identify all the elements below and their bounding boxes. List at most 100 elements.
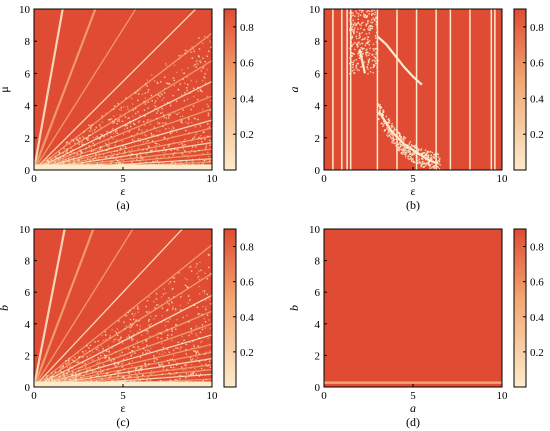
speckle-c <box>166 328 168 331</box>
speckle-c <box>192 374 194 376</box>
speckle-a <box>123 128 126 130</box>
speckle-c <box>165 292 167 294</box>
speckle-b <box>432 160 434 162</box>
speckle-a <box>151 134 153 136</box>
speckle-b <box>359 9 361 12</box>
speckle-a <box>133 139 135 142</box>
speckle-c <box>67 379 70 381</box>
speckle-c <box>118 339 120 341</box>
speckle-c <box>176 318 178 321</box>
x-tick-label-a: 0 <box>31 173 37 185</box>
speckle-a <box>157 82 159 85</box>
speckle-c <box>136 305 139 308</box>
speckle-c <box>133 307 136 309</box>
speckle-b <box>411 158 413 160</box>
speckle-c <box>205 351 207 354</box>
speckle-c <box>71 371 74 373</box>
speckle-c <box>167 329 169 332</box>
speckle-b <box>380 106 382 108</box>
speckle-b <box>418 158 421 160</box>
speckle-b <box>439 157 441 160</box>
speckle-a <box>72 149 74 151</box>
speckle-a <box>187 118 190 121</box>
speckle-a <box>197 86 199 89</box>
speckle-c <box>102 339 105 342</box>
speckle-b <box>349 64 352 67</box>
colorbar-tick-label-d: 0.8 <box>530 242 544 254</box>
speckle-a <box>81 157 83 160</box>
speckle-c <box>132 346 135 348</box>
speckle-a <box>79 137 81 140</box>
speckle-a <box>65 151 67 153</box>
speckle-c <box>148 345 150 348</box>
speckle-a <box>181 115 184 117</box>
speckle-c <box>155 304 158 306</box>
speckle-c <box>138 308 140 310</box>
speckle-a <box>193 65 195 67</box>
speckle-a <box>187 67 190 69</box>
speckle-b <box>427 155 429 158</box>
speckle-c <box>99 377 101 380</box>
speckle-b <box>390 133 393 135</box>
speckle-c <box>102 352 104 355</box>
speckle-c <box>73 378 75 380</box>
speckle-b <box>370 27 372 30</box>
speckle-a <box>188 92 191 94</box>
speckle-a <box>83 131 85 133</box>
speckle-c <box>193 304 196 307</box>
speckle-c <box>102 350 104 352</box>
speckle-b <box>349 18 351 21</box>
speckle-a <box>154 148 157 150</box>
speckle-a <box>119 161 121 163</box>
speckle-b <box>413 152 416 154</box>
speckle-a <box>110 162 112 165</box>
speckle-c <box>153 360 156 362</box>
speckle-a <box>137 138 139 140</box>
speckle-b <box>365 55 368 57</box>
speckle-c <box>195 373 197 375</box>
x-tick-label-a: 5 <box>120 173 126 185</box>
speckle-a <box>164 128 166 130</box>
speckle-a <box>81 151 83 154</box>
speckle-a <box>168 127 170 129</box>
speckle-a <box>112 155 114 157</box>
speckle-c <box>131 339 133 341</box>
speckle-a <box>167 113 169 115</box>
speckle-c <box>119 338 121 340</box>
speckle-b <box>376 22 378 24</box>
speckle-c <box>203 368 206 371</box>
speckle-c <box>93 369 95 371</box>
speckle-a <box>105 143 108 146</box>
speckle-a <box>92 136 94 139</box>
speckle-a <box>177 149 179 151</box>
speckle-b <box>362 38 364 40</box>
speckle-a <box>192 105 195 107</box>
speckle-c <box>84 362 86 365</box>
speckle-a <box>204 148 207 150</box>
speckle-b <box>365 24 367 27</box>
speckle-b <box>382 114 384 117</box>
speckle-b <box>391 131 394 133</box>
panel-caption-c: (c) <box>116 415 129 429</box>
speckle-a <box>78 143 80 145</box>
speckle-c <box>176 362 179 365</box>
speckle-c <box>135 319 137 321</box>
speckle-b <box>388 127 390 129</box>
speckle-c <box>52 378 54 380</box>
speckle-c <box>166 359 169 362</box>
speckle-a <box>87 137 90 140</box>
speckle-b <box>357 22 360 24</box>
speckle-c <box>130 365 133 367</box>
speckle-b <box>407 149 409 152</box>
speckle-b <box>369 28 371 30</box>
speckle-b <box>357 53 359 55</box>
speckle-c <box>62 374 64 376</box>
speckle-a <box>92 132 94 134</box>
speckle-a <box>117 102 119 105</box>
speckle-c <box>72 365 74 367</box>
speckle-a <box>128 117 130 119</box>
speckle-a <box>78 161 81 163</box>
speckle-a <box>177 97 180 99</box>
speckle-a <box>110 118 112 120</box>
speckle-c <box>97 347 99 349</box>
